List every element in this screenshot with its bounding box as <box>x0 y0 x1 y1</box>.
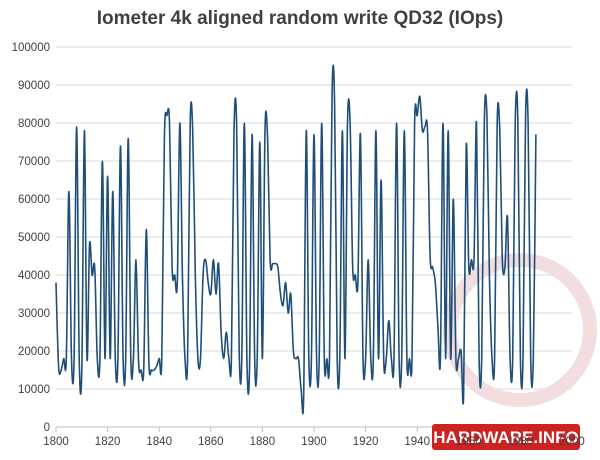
y-tick-label: 50000 <box>18 232 50 244</box>
x-tick-label: 1960 <box>456 436 482 448</box>
series-line-0 <box>55 64 537 415</box>
y-tick-label: 100000 <box>12 42 50 54</box>
y-tick-labels: 0 10000 20000 30000 40000 50000 60000 70000 8000… <box>12 42 50 434</box>
y-tick-label: 20000 <box>18 346 50 358</box>
chart-title: Iometer 4k aligned random write QD32 (IO… <box>96 8 504 29</box>
y-tick-label: 40000 <box>18 270 50 282</box>
x-tick-label: 1900 <box>301 436 327 448</box>
x-tick-label: 2000 <box>559 436 585 448</box>
x-tick-label: 1920 <box>353 436 379 448</box>
y-tick-label: 70000 <box>18 156 50 168</box>
x-tick-labels: 1800 1820 1840 1860 1880 1900 1920 1940 1960 1980… <box>43 436 585 448</box>
x-tick-label: 1860 <box>198 436 224 448</box>
y-tick-label: 10000 <box>18 384 50 396</box>
x-tick-label: 1800 <box>43 436 69 448</box>
x-tick-label: 1840 <box>146 436 172 448</box>
watermark-text: HARDWARE.INFO <box>433 428 578 447</box>
y-tick-label: 30000 <box>18 308 50 320</box>
y-tick-label: 60000 <box>18 194 50 206</box>
y-tick-label: 80000 <box>18 118 50 130</box>
x-tick-label: 1940 <box>404 436 430 448</box>
x-tick-label: 1820 <box>95 436 121 448</box>
y-tick-label: 90000 <box>18 80 50 92</box>
watermark-badge <box>432 424 580 450</box>
series-layer <box>55 64 537 415</box>
y-tick-label: 0 <box>44 422 50 434</box>
x-tick-label: 1980 <box>508 436 534 448</box>
x-tick-label: 1880 <box>250 436 276 448</box>
